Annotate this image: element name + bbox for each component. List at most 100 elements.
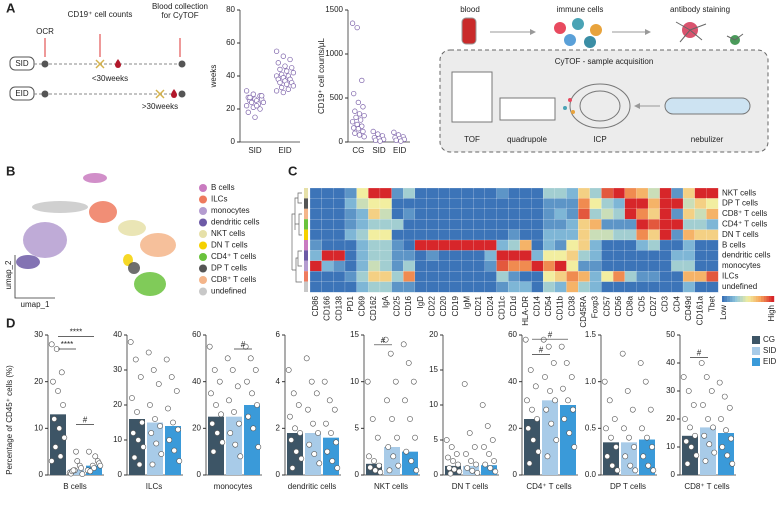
colorbar [740, 296, 743, 302]
heat-cell [554, 219, 567, 230]
colorbar [753, 296, 756, 302]
point [544, 453, 551, 460]
heat-cell [379, 260, 393, 272]
y-tick-label: 40 [226, 71, 235, 80]
heat-cell [531, 250, 544, 262]
heat-cell [496, 229, 509, 241]
heat-cell [554, 271, 567, 283]
point [287, 56, 293, 63]
point [357, 117, 364, 123]
umap-cluster [134, 272, 166, 296]
point [308, 378, 315, 385]
heat-cell [706, 281, 719, 293]
heat-cell [403, 208, 416, 220]
point [259, 93, 265, 99]
y-tick-label: 30 [34, 330, 43, 339]
point [680, 374, 687, 380]
heat-cell [601, 208, 614, 220]
point [51, 416, 58, 422]
colorbar [758, 296, 762, 302]
heat-cell [379, 219, 393, 230]
y-tick-label: 50 [666, 330, 675, 339]
point [526, 460, 533, 467]
point [402, 397, 408, 404]
heat-cell [391, 187, 404, 199]
y-tick-label: 1.5 [585, 330, 597, 339]
point [250, 91, 256, 97]
x-label: B cells [63, 482, 87, 491]
y-tick-label: 4 [276, 377, 281, 386]
row-color [304, 271, 308, 282]
col-label: CD25 [393, 295, 402, 316]
heat-cell [473, 281, 486, 293]
heat-cell [671, 187, 684, 199]
heat-cell [321, 281, 334, 293]
point [250, 425, 257, 432]
y-tick-label: 6 [276, 330, 281, 339]
heat-cell [368, 208, 381, 220]
y-tick-label: 10 [350, 377, 359, 386]
heat-cell [438, 250, 451, 262]
heat-cell [636, 281, 649, 293]
col-label: IgM [462, 296, 471, 310]
point [145, 349, 152, 356]
heat-cell [496, 198, 509, 210]
heat-cell [426, 271, 439, 283]
heat-cell [484, 271, 497, 283]
heat-cell [636, 260, 649, 272]
heat-cell [543, 219, 556, 230]
heat-cell [671, 271, 684, 283]
point [445, 454, 451, 461]
axis-label: umap_1 [21, 300, 50, 309]
heat-cell [612, 219, 626, 230]
point [448, 444, 455, 450]
point [324, 448, 331, 455]
heat-cell [379, 250, 393, 262]
x-tick-label: SID [248, 146, 262, 155]
heat-cell [309, 239, 323, 251]
colorbar [748, 296, 751, 302]
heat-cell [659, 260, 672, 272]
point [92, 453, 99, 460]
point [705, 416, 711, 422]
col-label: CD138 [334, 295, 343, 320]
heat-cell [531, 239, 544, 251]
heat-cell [438, 208, 451, 220]
row-color [304, 188, 308, 199]
heat-cell [682, 239, 696, 251]
heat-cell [706, 208, 719, 220]
point [723, 427, 729, 434]
col-label: CD11c [497, 296, 506, 320]
heat-cell [438, 281, 451, 293]
point [288, 437, 295, 443]
point [210, 448, 217, 455]
heat-cell [566, 250, 579, 262]
point [333, 439, 339, 446]
axis-label: Percentage of CD45⁺ cells (%) [5, 365, 14, 475]
point [129, 395, 135, 401]
heat-cell [589, 260, 602, 272]
heat-cell [601, 271, 614, 283]
heat-cell [578, 208, 591, 220]
y-tick-label: 10 [34, 423, 43, 432]
heat-cell [647, 260, 661, 272]
point [466, 430, 473, 436]
y-tick-label: 30 [113, 365, 122, 374]
heat-cell [508, 260, 521, 272]
point [163, 356, 170, 363]
point [491, 458, 497, 464]
heat-cell [438, 260, 451, 272]
point [305, 406, 311, 413]
heat-cell [566, 187, 579, 199]
point [290, 70, 297, 76]
label: >30weeks [142, 102, 178, 111]
point [311, 451, 318, 457]
point [481, 444, 487, 450]
heat-cell [601, 260, 614, 272]
heat-cell [589, 239, 602, 251]
heat-cell [426, 260, 439, 272]
point [570, 406, 576, 413]
heat-cell [333, 260, 346, 272]
col-label: CD11b [556, 295, 565, 320]
heat-cell [671, 250, 684, 262]
